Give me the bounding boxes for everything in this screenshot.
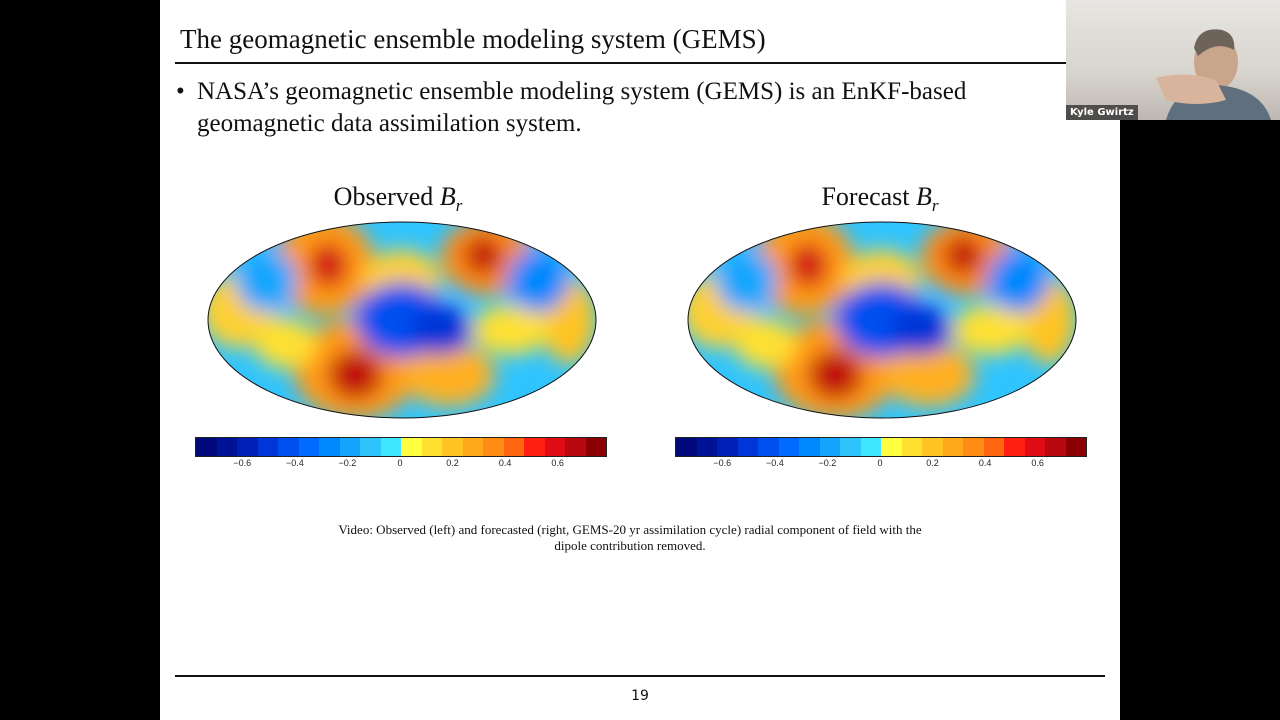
field-patch — [308, 243, 348, 288]
colorbar-segment — [1045, 438, 1066, 456]
colorbar-segment — [799, 438, 820, 456]
colorbar-segment — [462, 438, 483, 456]
colorbar-segment — [1024, 438, 1045, 456]
observed-br-map — [207, 221, 597, 419]
slide-title: The geomagnetic ensemble modeling system… — [180, 24, 766, 54]
field-patch — [882, 343, 976, 407]
field-patch — [471, 304, 550, 355]
forecast-colorbar-ticks: −0.6 −0.4 −0.2 0 0.2 0.4 0.6 — [675, 458, 1085, 470]
field-patch — [788, 243, 828, 288]
field-patch — [944, 236, 983, 275]
colorbar-segment — [696, 438, 717, 456]
colorbar-segment — [1065, 438, 1086, 456]
colorbar-tick-label: −0.6 — [233, 458, 252, 468]
bullet-text: NASA’s geomagnetic ensemble modeling sys… — [197, 78, 967, 137]
colorbar-segment — [401, 438, 422, 456]
colorbar-tick-label: −0.4 — [765, 458, 784, 468]
title-divider — [175, 62, 1066, 64]
colorbar-tick-label: 0 — [397, 458, 403, 468]
colorbar-segment — [758, 438, 779, 456]
colorbar-segment — [483, 438, 504, 456]
colorbar-segment — [901, 438, 922, 456]
colorbar-tick-label: 0.4 — [498, 458, 512, 468]
colorbar-segment — [860, 438, 881, 456]
colorbar-segment — [298, 438, 319, 456]
colorbar-segment — [737, 438, 758, 456]
bullet-icon: • — [176, 78, 185, 105]
colorbar-segment — [983, 438, 1004, 456]
colorbar-segment — [585, 438, 606, 456]
forecast-panel-title: Forecast Br — [821, 182, 939, 216]
colorbar-segment — [963, 438, 984, 456]
colorbar-segment — [319, 438, 340, 456]
colorbar-segment — [237, 438, 258, 456]
field-patch — [328, 349, 383, 400]
colorbar-segment — [1004, 438, 1025, 456]
field-patch — [506, 249, 569, 313]
field-patch — [889, 304, 952, 355]
presentation-slide: The geomagnetic ensemble modeling system… — [160, 0, 1120, 720]
page-number: 19 — [631, 688, 649, 704]
field-patch — [254, 318, 317, 369]
colorbar-segment — [544, 438, 565, 456]
colorbar-tick-label: 0.6 — [1031, 458, 1044, 468]
figure-caption: Video: Observed (left) and forecasted (r… — [260, 522, 1000, 554]
colorbar-segment — [380, 438, 401, 456]
colorbar-tick-label: 0.6 — [551, 458, 564, 468]
colorbar-segment — [922, 438, 943, 456]
participant-name: Kyle Gwirtz — [1066, 105, 1138, 120]
colorbar-tick-label: −0.6 — [713, 458, 732, 468]
colorbar-tick-label: −0.2 — [338, 458, 357, 468]
colorbar-segment — [778, 438, 799, 456]
field-patch — [715, 249, 778, 313]
field-patch — [464, 236, 503, 275]
colorbar-segment — [503, 438, 524, 456]
colorbar-tick-label: −0.2 — [818, 458, 837, 468]
observed-colorbar-ticks: −0.6 −0.4 −0.2 0 0.2 0.4 0.6 — [195, 458, 605, 470]
colorbar-segment — [257, 438, 278, 456]
colorbar-segment — [524, 438, 545, 456]
field-patch — [235, 249, 298, 313]
colorbar-segment — [676, 438, 697, 456]
field-patch — [986, 249, 1049, 313]
caption-line-1: Video: Observed (left) and forecasted (r… — [338, 522, 922, 537]
colorbar-segment — [216, 438, 237, 456]
colorbar-tick-label: 0.2 — [926, 458, 939, 468]
colorbar-segment — [840, 438, 861, 456]
colorbar-segment — [278, 438, 299, 456]
colorbar-segment — [717, 438, 738, 456]
field-patch — [808, 349, 863, 400]
forecast-colorbar — [675, 437, 1087, 457]
bullet-point: • NASA’s geomagnetic ensemble modeling s… — [176, 76, 1016, 140]
participant-video — [1156, 29, 1271, 120]
colorbar-segment — [196, 438, 217, 456]
field-patch — [409, 304, 472, 355]
webcam-video-tile[interactable]: Kyle Gwirtz — [1066, 0, 1280, 120]
colorbar-segment — [421, 438, 442, 456]
colorbar-segment — [360, 438, 381, 456]
field-patch — [734, 318, 797, 369]
colorbar-segment — [881, 438, 902, 456]
colorbar-tick-label: 0.2 — [446, 458, 459, 468]
colorbar-segment — [565, 438, 586, 456]
observed-panel-title: Observed Br — [333, 182, 463, 216]
footer-divider — [175, 675, 1105, 677]
observed-colorbar — [195, 437, 607, 457]
colorbar-tick-label: 0 — [877, 458, 883, 468]
colorbar-segment — [339, 438, 360, 456]
forecast-br-map — [687, 221, 1077, 419]
colorbar-segment — [442, 438, 463, 456]
colorbar-segment — [942, 438, 963, 456]
colorbar-segment — [819, 438, 840, 456]
field-patch — [402, 343, 496, 407]
colorbar-tick-label: −0.4 — [285, 458, 304, 468]
colorbar-tick-label: 0.4 — [978, 458, 992, 468]
caption-line-2: dipole contribution removed. — [554, 538, 706, 553]
field-patch — [951, 304, 1030, 355]
